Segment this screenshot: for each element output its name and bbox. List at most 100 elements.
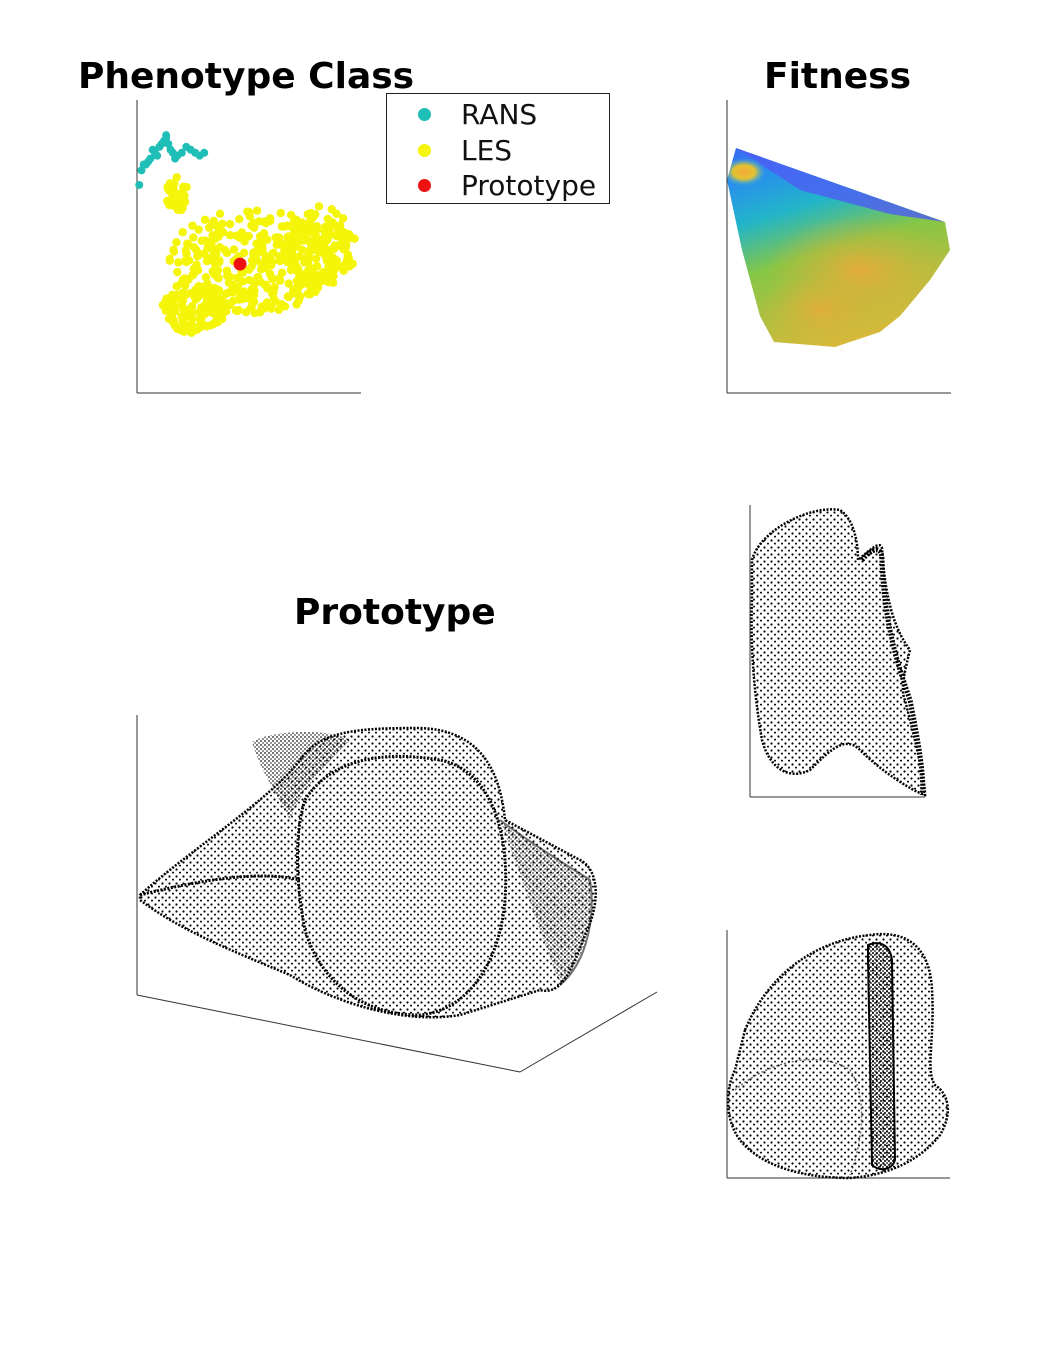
les-point [216,298,225,307]
rans-point [137,166,146,175]
les-point [170,179,179,188]
les-point [191,245,201,254]
fitness-axes [726,100,951,394]
les-point [294,252,304,261]
side-view-axes [749,505,925,798]
les-point [197,236,206,246]
les-point [189,233,198,242]
les-point [311,254,321,263]
les-point [312,233,322,242]
side-view-point-cloud [750,508,927,797]
les-point [237,228,247,237]
les-point [266,261,276,270]
les-point [167,195,176,204]
les-point [238,294,248,304]
rans-point [162,131,171,140]
les-point [218,219,227,228]
les-point [251,247,261,256]
les-point [308,279,318,288]
les-point [188,221,197,230]
les-point [241,308,251,317]
les-point [323,214,333,224]
les-point [257,265,266,274]
les-point [184,274,193,284]
rans-point [153,151,162,160]
les-point [289,289,298,298]
les-point [195,323,205,332]
front-view-point-cloud [726,932,949,1180]
les-point [249,218,258,227]
les-point [324,231,333,240]
prototype-title: Prototype [294,592,496,633]
phenotype-legend: RANS LES Prototype [386,93,610,204]
les-point [328,253,338,262]
les-point [210,303,219,312]
les-point [273,233,282,242]
legend-label-les: LES [461,134,513,167]
front-view-axes [726,930,950,1179]
les-point [281,245,290,254]
les-point [202,256,212,266]
les-point [327,205,336,214]
les-point [161,306,170,315]
phenotype-class-title: Phenotype Class [78,56,415,97]
les-point [314,202,324,211]
les-point [167,310,177,319]
les-point [201,273,211,282]
les-point [225,231,235,240]
les-point [252,206,262,215]
les-point [287,222,296,232]
les-point [193,252,202,261]
les-point [176,295,186,304]
les-point [177,188,186,198]
les-point [222,266,232,275]
les-point [199,249,209,259]
les-point [328,278,338,287]
les-point [240,237,249,246]
les-point [308,265,317,275]
les-point [267,273,276,282]
les-point [344,254,353,263]
les-point [220,245,229,255]
legend-label-prototype: Prototype [461,169,597,202]
les-point [258,232,267,241]
les-point [306,246,315,256]
les-point [165,254,175,263]
legend-item-les: LES [387,133,611,169]
les-point [324,262,334,272]
les-point [330,241,340,250]
les-point [200,215,210,224]
les-point [277,222,287,231]
les-point [197,312,206,321]
les-point [292,235,301,244]
les-point [266,250,276,260]
les-point [247,286,257,295]
legend-marker-les [418,144,431,157]
les-point [183,239,193,249]
les-point [233,306,242,316]
les-point [302,226,311,236]
les-point [172,238,181,247]
phenotype-axes [136,100,361,394]
les-point [277,268,287,277]
les-point [276,208,285,218]
les-point [239,248,249,258]
les-point [232,273,242,283]
les-point [229,245,239,254]
legend-item-prototype: Prototype [387,168,611,204]
les-point [338,235,347,245]
les-point [250,279,260,288]
les-point [207,289,216,298]
les-point [271,297,280,306]
les-point [284,279,293,288]
les-point [266,302,276,312]
les-point [203,279,212,288]
les-point [210,220,220,230]
les-point [215,256,224,265]
rans-point [157,139,166,148]
les-point [224,278,234,287]
les-point [308,213,318,222]
